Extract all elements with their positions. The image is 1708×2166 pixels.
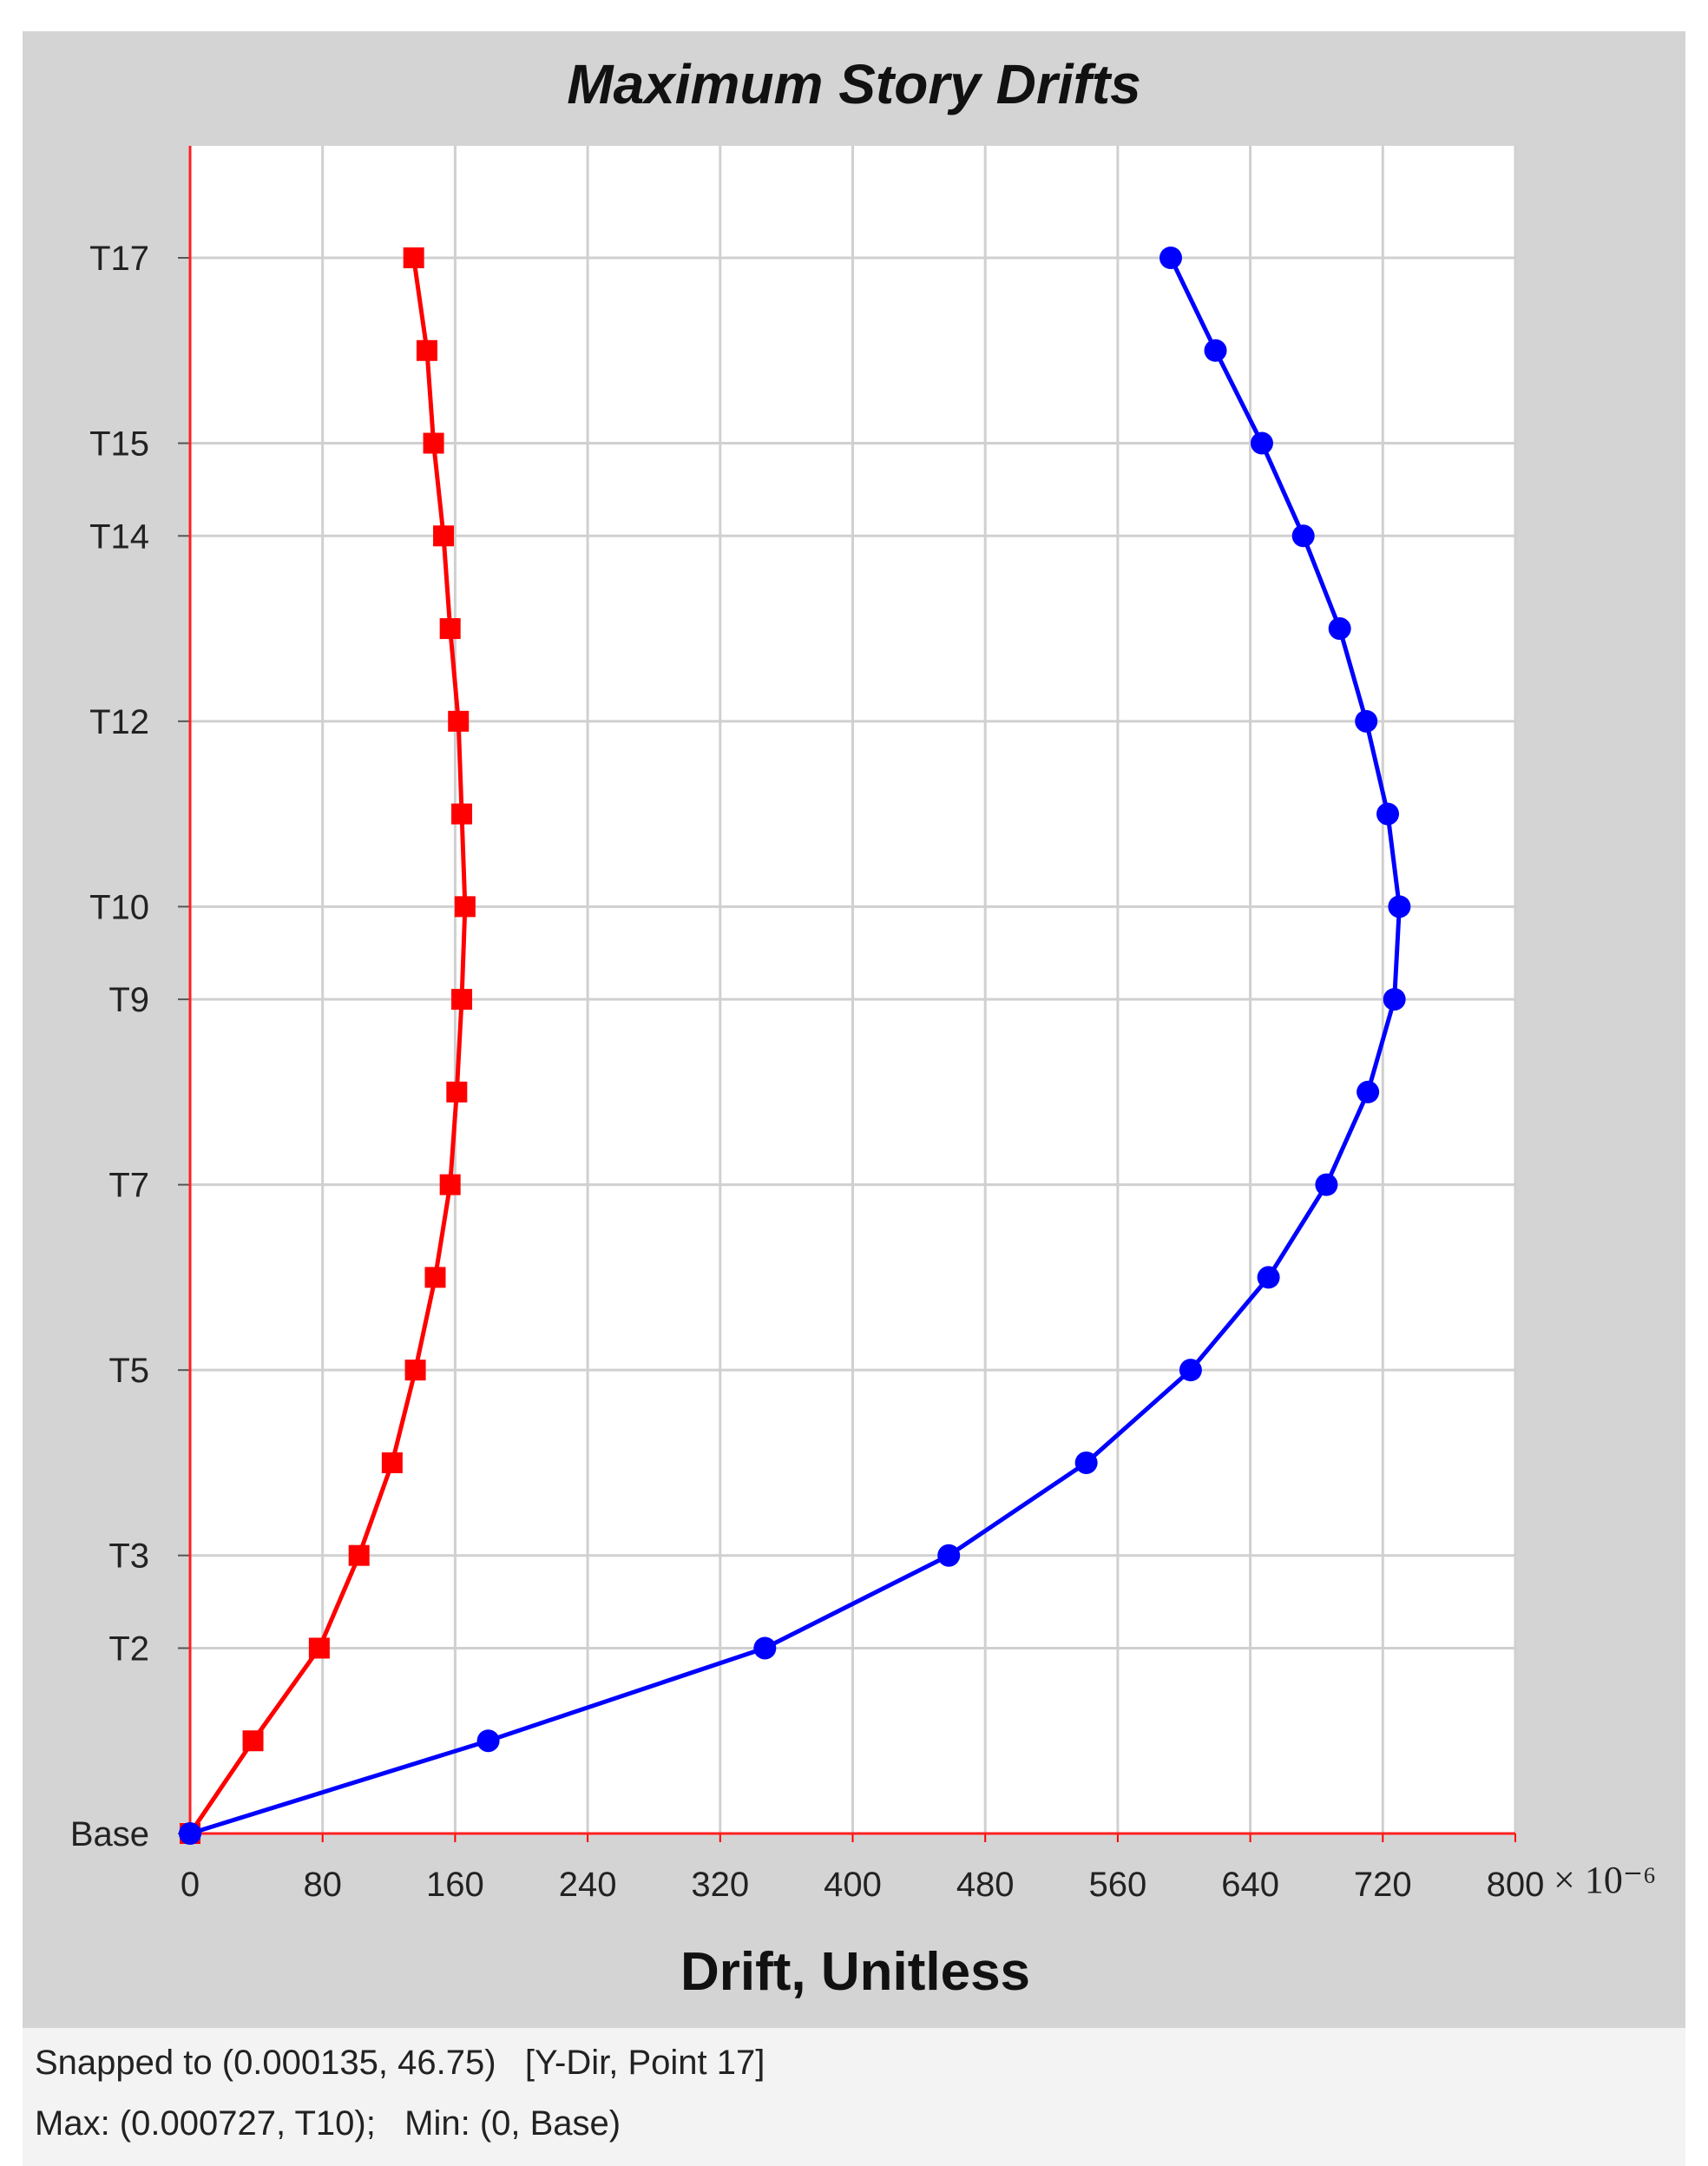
series-2-point (1204, 339, 1227, 362)
series-2-point (476, 1729, 500, 1753)
x-tick-label: 240 (559, 1866, 617, 1904)
x-tick-label: 480 (956, 1866, 1015, 1904)
y-tick-label: T3 (108, 1537, 149, 1576)
series-1-point (454, 896, 476, 918)
series-1-point (451, 989, 473, 1011)
series-1-point (446, 1081, 468, 1103)
y-tick-label: T12 (89, 703, 149, 741)
x-tick-label: 800 (1487, 1866, 1545, 1904)
series-1-point (448, 710, 470, 732)
y-tick-label: T14 (89, 517, 149, 556)
series-1-point (423, 432, 444, 454)
series-2-line (189, 256, 1402, 1836)
x-tick-label: 640 (1221, 1866, 1279, 1904)
series-2-point (1376, 802, 1400, 826)
x-multiplier-label: × 10⁻⁶ (1554, 1859, 1656, 1901)
series-1-point (242, 1730, 264, 1752)
series-2-point (1250, 431, 1273, 455)
series-2-point (1159, 247, 1182, 269)
max-min-readout: Max: (0.000727, T10); Min: (0, Base) (35, 2104, 621, 2143)
snapped-readout: Snapped to (0.000135, 46.75) [Y-Dir, Poi… (35, 2044, 765, 2082)
y-tick-label: Base (70, 1815, 149, 1853)
series-2-point (1179, 1359, 1202, 1382)
series-1-point (439, 618, 461, 640)
series-1-point (424, 1267, 446, 1288)
series-2-point (1291, 524, 1315, 548)
y-tick-label: T7 (108, 1167, 149, 1205)
series-2-point (179, 1822, 201, 1845)
series-2-point (937, 1544, 961, 1567)
series-2-point (1355, 709, 1378, 733)
plot-area[interactable]: 0 80 160 240 320 400 480 560 640 720 800 Base T2 T3 T5… (0, 0, 1708, 2031)
series-2-point (1074, 1451, 1098, 1474)
series-2-point (1383, 988, 1406, 1011)
y-tick-label: T9 (108, 981, 149, 1019)
x-tick-label: 560 (1089, 1866, 1147, 1904)
series-1-point (403, 247, 424, 268)
x-tick-label: 720 (1354, 1866, 1412, 1904)
series-2-point (753, 1636, 777, 1660)
x-tick-label: 80 (303, 1866, 342, 1904)
series-1-line (187, 257, 468, 1835)
y-tick-label: T17 (89, 240, 149, 278)
x-axis-title: Drift, Unitless (680, 1942, 1030, 2002)
y-tick-label: T2 (108, 1629, 149, 1668)
y-tick-label: T10 (89, 888, 149, 926)
chart-title: Maximum Story Drifts (567, 53, 1141, 115)
x-tick-label: 160 (426, 1866, 484, 1904)
y-tick-label: T5 (108, 1352, 149, 1390)
series-2-point (1257, 1266, 1280, 1289)
series-2-point (1328, 617, 1351, 641)
series-2-point (1388, 895, 1411, 918)
status-bar: Snapped to (0.000135, 46.75) [Y-Dir, Poi… (23, 2028, 1685, 2166)
series-1-point (348, 1544, 370, 1566)
series-1-point (381, 1452, 403, 1473)
series-2-point (1357, 1080, 1380, 1103)
x-tick-label: 320 (691, 1866, 749, 1904)
series-1-point (308, 1637, 330, 1659)
x-tick-label: 0 (181, 1866, 200, 1904)
series-1-point (433, 525, 455, 547)
x-tick-label: 400 (824, 1866, 882, 1904)
series-1-point (404, 1360, 426, 1381)
series-1-point (451, 803, 473, 825)
series-2-point (1315, 1173, 1338, 1196)
y-tick-label: T15 (89, 425, 149, 464)
series-1-point (416, 339, 437, 361)
series-1-point (439, 1174, 461, 1195)
